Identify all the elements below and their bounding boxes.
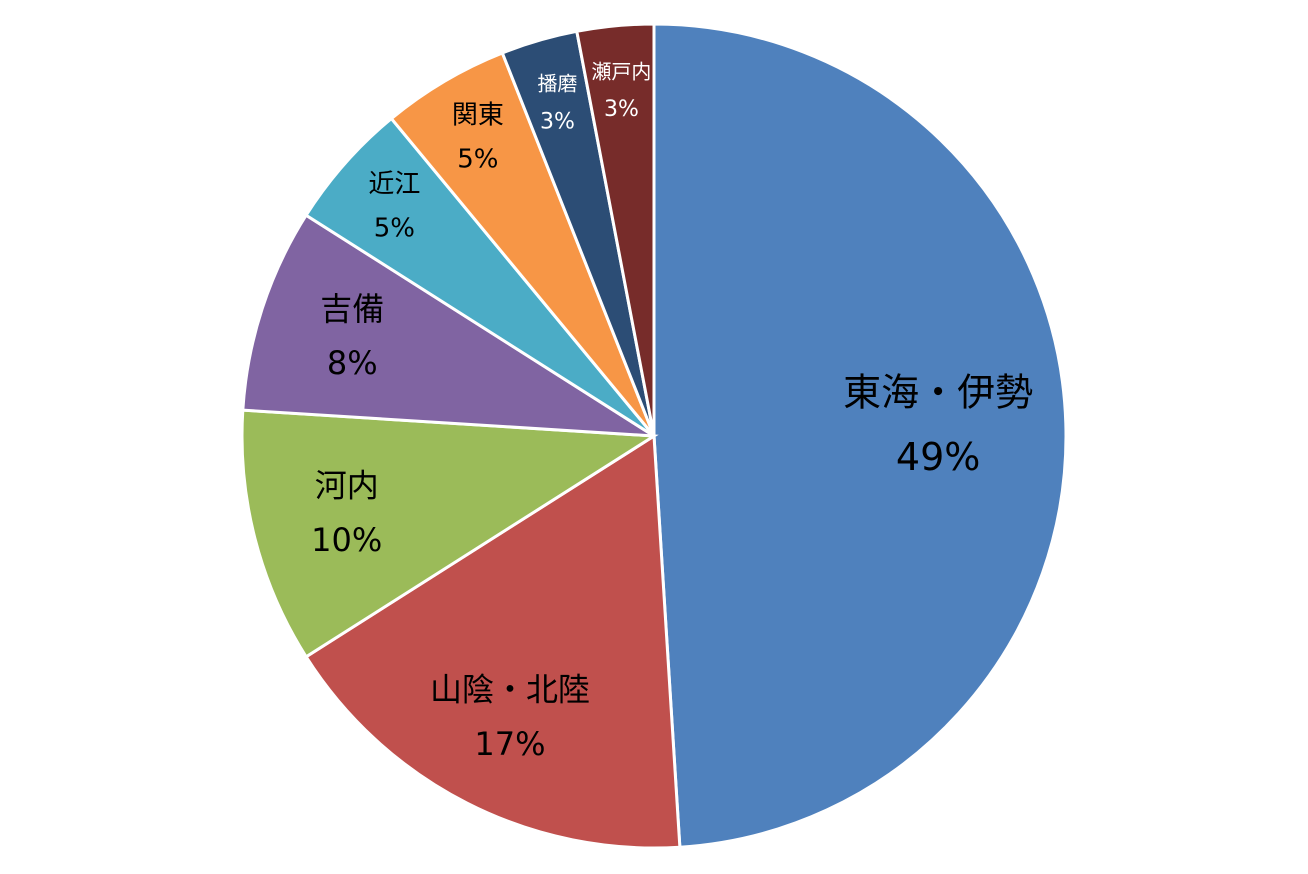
slice-value-label: 8% [327, 344, 378, 382]
slice-label: 山陰・北陸 [430, 670, 590, 708]
pie-slice [240, 408, 659, 659]
slice-label: 播磨 [537, 71, 577, 95]
slice-value-label: 49% [896, 435, 980, 479]
slice-value-label: 3% [540, 109, 575, 134]
slice-value-label: 17% [474, 725, 545, 763]
slice-value-label: 5% [457, 145, 498, 175]
slice-label: 近江 [368, 170, 420, 200]
slice-label: 瀬戸内 [591, 59, 651, 83]
pie-slice [241, 213, 655, 438]
pie-slice [652, 22, 1068, 849]
pie-slice [575, 22, 656, 437]
slice-value-label: 10% [311, 521, 382, 559]
slice-value-label: 5% [374, 214, 415, 244]
slice-label: 関東 [452, 101, 504, 131]
slice-label: 吉備 [320, 290, 384, 328]
slice-value-label: 3% [604, 97, 639, 122]
slice-label: 東海・伊勢 [843, 370, 1033, 414]
pie-slice [304, 433, 682, 850]
slice-label: 河内 [315, 467, 379, 505]
